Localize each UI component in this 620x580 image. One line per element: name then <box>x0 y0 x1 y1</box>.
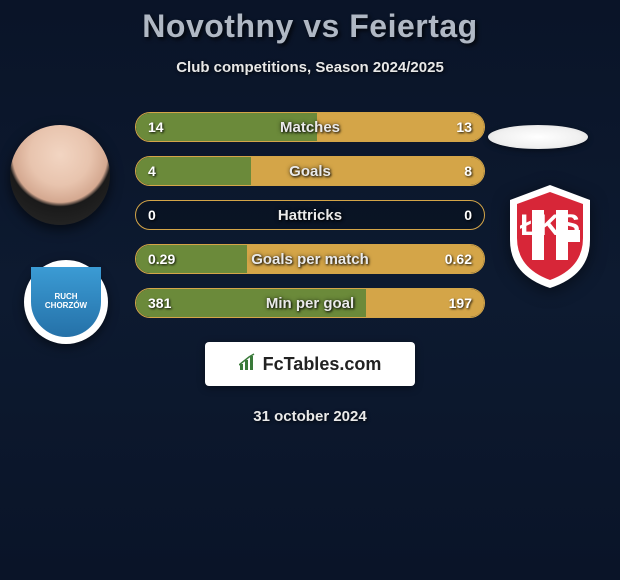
stat-value-left: 0 <box>148 207 156 223</box>
stat-value-right: 197 <box>449 295 472 311</box>
stat-value-left: 14 <box>148 119 164 135</box>
player-right-avatar <box>488 125 588 149</box>
stat-row: 0.29 Goals per match 0.62 <box>135 244 485 274</box>
stat-label: Goals per match <box>251 251 369 268</box>
stat-row: 4 Goals 8 <box>135 156 485 186</box>
stat-value-left: 381 <box>148 295 171 311</box>
stat-bar-right <box>251 157 484 185</box>
stat-value-right: 8 <box>464 163 472 179</box>
club-right-badge: ŁKS <box>500 180 600 290</box>
stat-value-right: 0.62 <box>445 251 472 267</box>
stat-value-right: 0 <box>464 207 472 223</box>
stat-value-left: 0.29 <box>148 251 175 267</box>
branding-badge[interactable]: FcTables.com <box>205 342 415 386</box>
stat-label: Min per goal <box>266 295 354 312</box>
stat-row: 381 Min per goal 197 <box>135 288 485 318</box>
svg-text:ŁKS: ŁKS <box>520 209 580 242</box>
club-left-badge: RUCH CHORZÓW <box>24 260 108 344</box>
club-left-name-2: CHORZÓW <box>45 302 87 311</box>
page-title: Novothny vs Feiertag <box>142 8 477 45</box>
stat-label: Goals <box>289 163 331 180</box>
stat-value-right: 13 <box>456 119 472 135</box>
stat-label: Matches <box>280 119 340 136</box>
stat-row: 0 Hattricks 0 <box>135 200 485 230</box>
club-left-shield: RUCH CHORZÓW <box>31 267 101 337</box>
brand-text: FcTables.com <box>263 354 382 375</box>
comparison-card: Novothny vs Feiertag Club competitions, … <box>0 0 620 425</box>
stat-row: 14 Matches 13 <box>135 112 485 142</box>
date-label: 31 october 2024 <box>253 408 366 425</box>
stat-label: Hattricks <box>278 207 342 224</box>
chart-icon <box>239 353 259 376</box>
stat-value-left: 4 <box>148 163 156 179</box>
stats-list: 14 Matches 13 4 Goals 8 0 Hattricks 0 0.29 Goals p… <box>135 112 485 318</box>
player-left-avatar <box>10 125 110 225</box>
club-right-shield-icon: ŁKS <box>500 180 600 290</box>
subtitle: Club competitions, Season 2024/2025 <box>176 59 444 76</box>
